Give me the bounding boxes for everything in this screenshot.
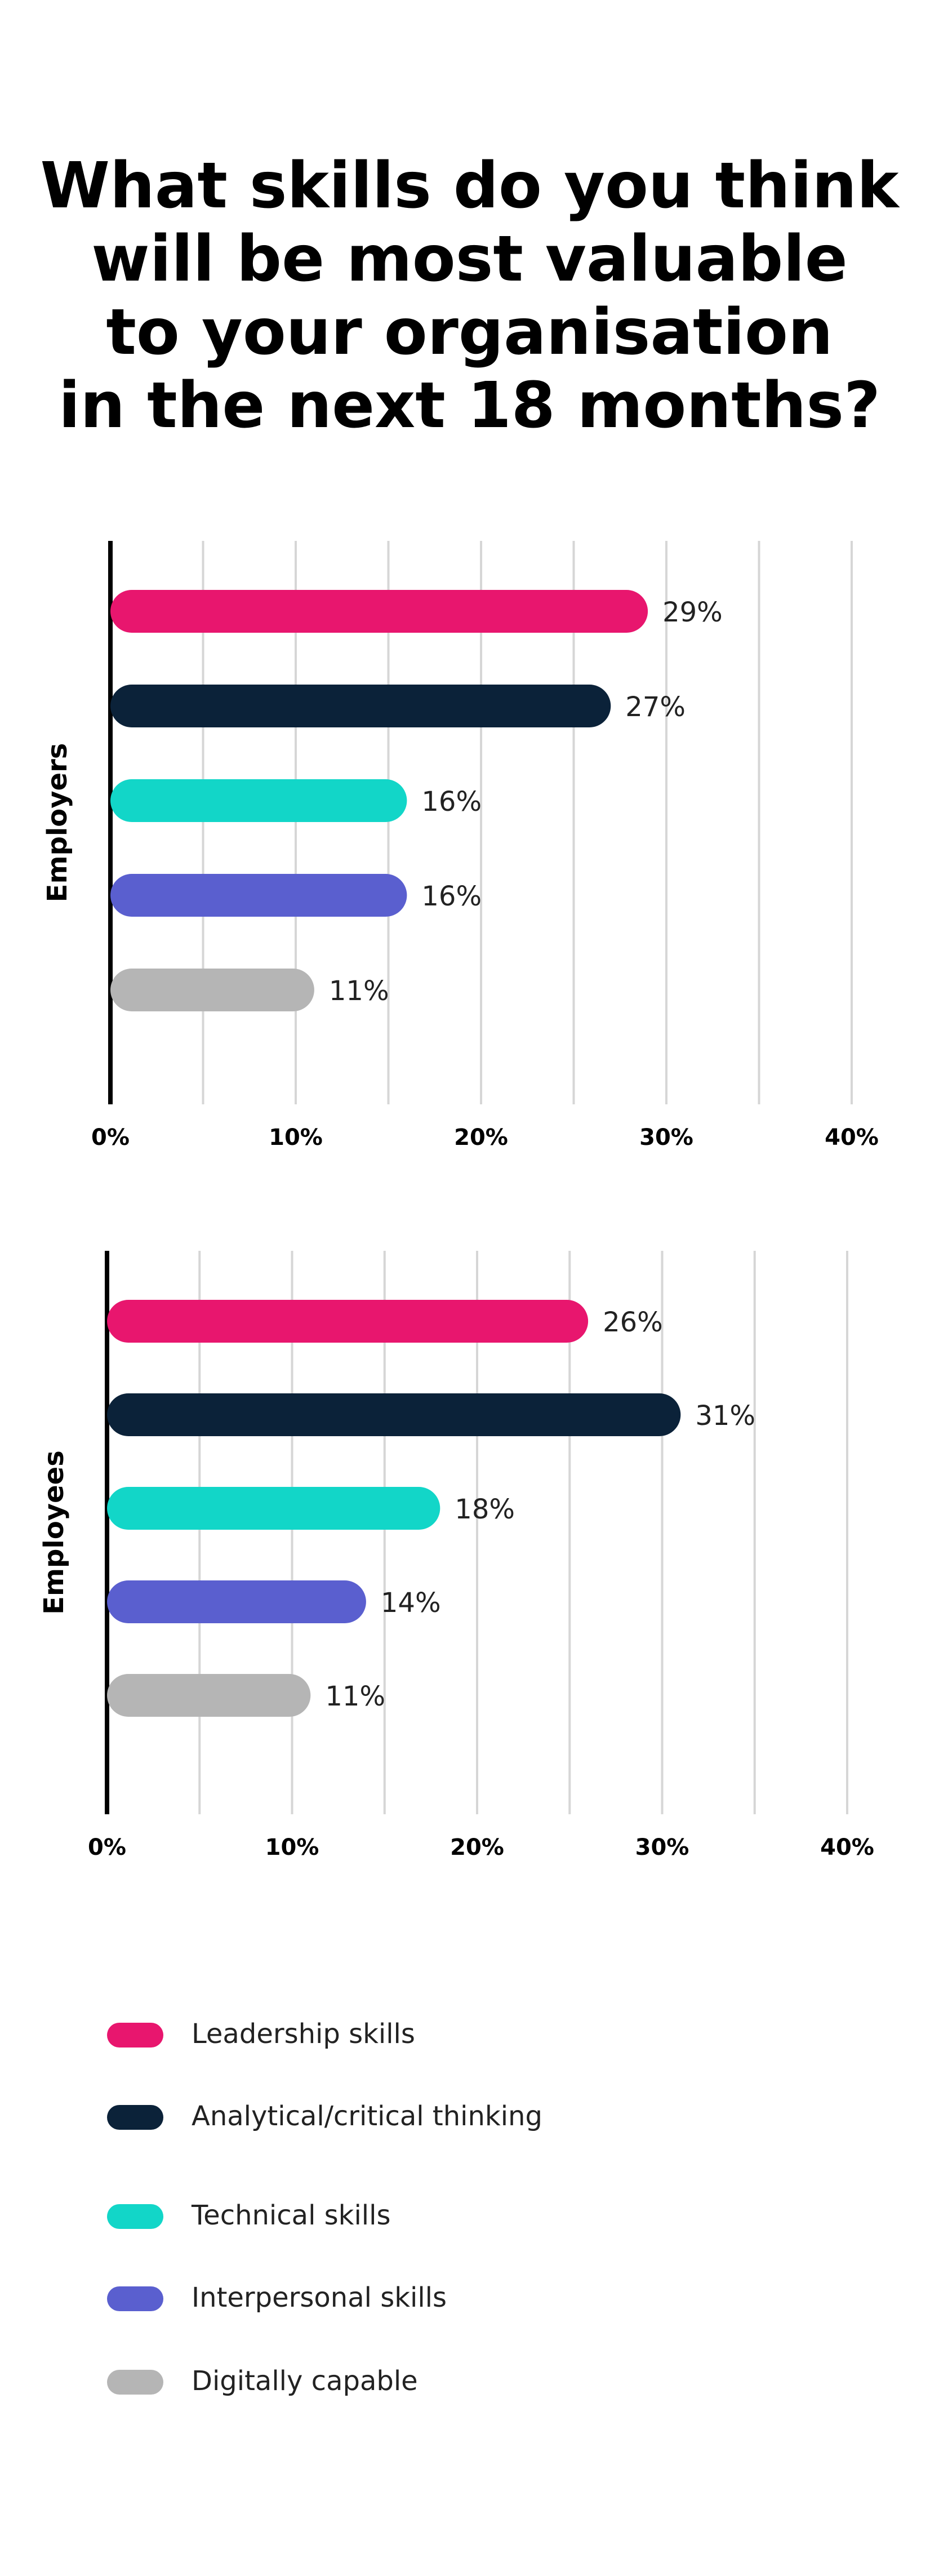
bar	[110, 590, 648, 633]
bar-value-label: 11%	[325, 1681, 385, 1712]
legend-swatch	[107, 2370, 163, 2395]
bar-value-label: 11%	[329, 975, 389, 1007]
x-tick-label: 0%	[88, 1835, 126, 1860]
legend-label: Leadership skills	[192, 2018, 415, 2050]
title-line: in the next 18 months?	[59, 369, 880, 442]
x-tick-label: 0%	[91, 1125, 130, 1151]
x-tick-label: 30%	[635, 1835, 689, 1860]
x-tick-label: 10%	[269, 1125, 323, 1151]
legend-swatch	[107, 2023, 163, 2048]
bar	[107, 1674, 311, 1717]
title-line: to your organisation	[106, 296, 833, 369]
chart-title: What skills do you think will be most va…	[0, 149, 939, 442]
bar	[110, 969, 314, 1011]
bar	[110, 874, 407, 917]
bar	[107, 1300, 589, 1343]
bar	[107, 1580, 366, 1623]
legend-label: Technical skills	[192, 2200, 391, 2231]
bar	[110, 779, 407, 822]
y-axis-label: Employees	[38, 1450, 70, 1615]
legend-label: Digitally capable	[192, 2365, 418, 2397]
bar-value-label: 31%	[695, 1400, 755, 1432]
bar-value-label: 14%	[381, 1587, 441, 1619]
bar-value-label: 29%	[662, 597, 723, 628]
bar-value-label: 18%	[455, 1494, 515, 1525]
x-tick-label: 10%	[265, 1835, 319, 1860]
x-tick-label: 30%	[639, 1125, 693, 1151]
legend-swatch	[107, 2105, 163, 2130]
bar-value-label: 26%	[603, 1307, 663, 1338]
title-line: will be most valuable	[91, 223, 848, 296]
legend-label: Interpersonal skills	[192, 2282, 447, 2313]
legend-label: Analytical/critical thinking	[192, 2100, 542, 2132]
employers-bar-chart: 29% 27% 16% 16% 11% 0% 10% 20% 30% 40% Employers	[42, 541, 879, 1151]
x-tick-label: 40%	[820, 1835, 874, 1860]
x-tick-label: 20%	[454, 1125, 508, 1151]
legend-swatch	[107, 2204, 163, 2229]
x-tick-label: 20%	[450, 1835, 504, 1860]
bar-value-label: 16%	[421, 786, 482, 818]
bar	[110, 685, 611, 727]
legend-swatch	[107, 2286, 163, 2311]
bar	[107, 1487, 440, 1530]
y-axis-label: Employers	[42, 743, 73, 903]
bar	[107, 1393, 681, 1436]
bar-value-label: 16%	[421, 881, 482, 912]
employees-bar-chart: 26% 31% 18% 14% 11% 0% 10% 20% 30% 40% Employees	[38, 1251, 874, 1860]
bar-value-label: 27%	[625, 691, 686, 723]
title-line: What skills do you think	[40, 149, 899, 223]
x-tick-label: 40%	[825, 1125, 879, 1151]
